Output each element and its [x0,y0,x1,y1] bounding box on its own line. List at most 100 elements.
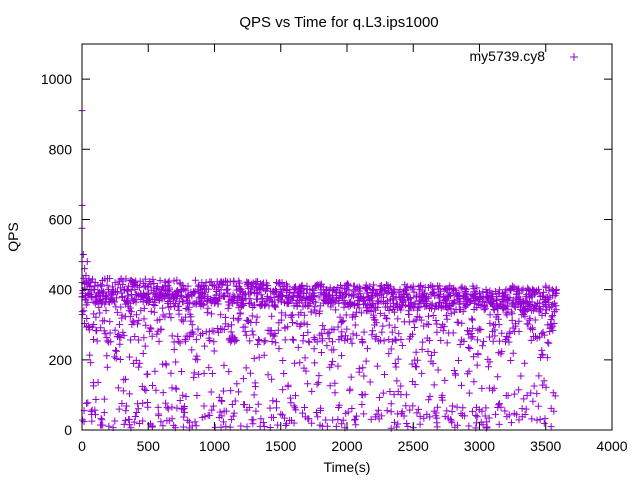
data-point [549,312,557,320]
data-point [311,292,319,300]
data-point [300,311,308,319]
data-point [180,403,188,411]
data-point [126,312,134,320]
data-point [209,281,217,289]
data-point [252,318,260,326]
data-point [392,336,400,344]
data-point [207,310,215,318]
data-point [466,345,474,353]
data-point [220,418,228,426]
data-point [140,385,148,393]
data-point [515,386,523,394]
data-point [116,284,124,292]
data-point [235,388,243,396]
data-point [140,334,148,342]
data-point [266,404,274,412]
data-point [84,399,92,407]
data-point [133,408,141,416]
data-point [336,313,344,321]
data-point [482,404,490,412]
data-point [126,390,134,398]
data-point [122,407,130,415]
data-point [311,303,319,311]
data-point [412,348,420,356]
data-point [118,400,126,408]
data-point [88,417,96,425]
data-point [372,332,380,340]
data-point [468,315,476,323]
data-point [246,295,254,303]
data-point [242,364,250,372]
data-point [291,359,299,367]
data-point [550,319,558,327]
data-point [195,370,203,378]
data-point [237,422,245,430]
data-point [251,379,259,387]
data-point [164,405,172,413]
data-point [489,321,497,329]
data-point [402,391,410,399]
data-point [264,371,272,379]
data-point [277,288,285,296]
data-point [542,302,550,310]
data-point [388,328,396,336]
data-point [437,287,445,295]
data-point [498,348,506,356]
data-point [406,294,414,302]
data-point [100,327,108,335]
data-point [427,351,435,359]
data-point [395,289,403,297]
data-point [199,300,207,308]
data-point [421,303,429,311]
y-tick-label: 1000 [41,71,72,87]
data-point [236,285,244,293]
data-point [122,297,130,305]
x-tick-label: 500 [137,438,161,454]
data-point [91,406,99,414]
data-point [478,407,486,415]
data-point [115,320,123,328]
data-point [331,379,339,387]
data-point [210,327,218,335]
data-point [454,356,462,364]
data-point [540,419,548,427]
data-point [271,330,279,338]
data-point [352,308,360,316]
data-point [520,395,528,403]
data-point [84,299,92,307]
data-point [148,332,156,340]
data-point [353,331,361,339]
data-point [449,299,457,307]
data-point [533,390,541,398]
data-point [123,287,131,295]
data-point [345,286,353,294]
data-point [330,326,338,334]
data-point [192,355,200,363]
data-point [280,370,288,378]
data-point [504,305,512,313]
data-point [444,306,452,314]
data-point [541,309,549,317]
data-point [332,306,340,314]
data-point [424,294,432,302]
data-point [93,337,101,345]
chart-title: QPS vs Time for q.L3.ips1000 [239,14,438,31]
data-point [97,324,105,332]
data-point [538,346,546,354]
data-point [552,306,560,314]
data-point [273,404,281,412]
data-point [177,291,185,299]
data-point [92,313,100,321]
data-point [524,320,532,328]
data-point [533,416,541,424]
data-point [303,320,311,328]
data-point [443,339,451,347]
x-tick-label: 3500 [530,438,561,454]
data-point [140,282,148,290]
data-point [200,369,208,377]
data-point [201,288,209,296]
data-point [417,316,425,324]
data-point [153,330,161,338]
data-point [317,348,325,356]
data-point [264,282,272,290]
